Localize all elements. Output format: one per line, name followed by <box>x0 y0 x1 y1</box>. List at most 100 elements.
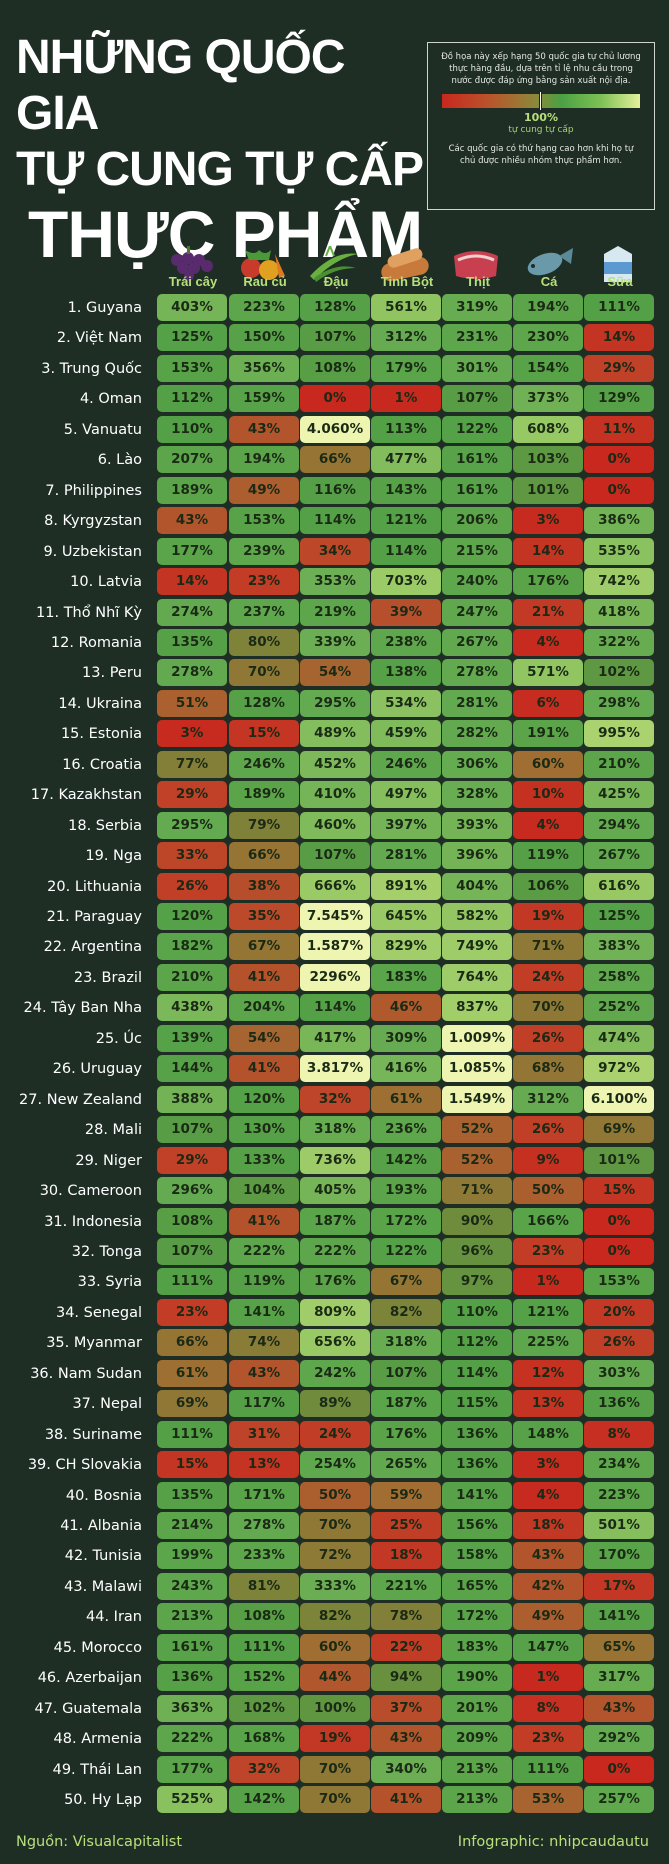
data-cell: 425% <box>584 781 654 808</box>
country-label: 37. Nepal <box>72 1396 142 1412</box>
data-cell: 38% <box>229 873 299 900</box>
data-cell: 219% <box>300 599 370 626</box>
country-label: 39. CH Slovakia <box>27 1457 142 1473</box>
data-cell: 29% <box>157 1147 227 1174</box>
data-cell: 61% <box>157 1360 227 1387</box>
data-cell: 2296% <box>300 964 370 991</box>
data-cell: 14% <box>584 324 654 351</box>
country-label: 19. Nga <box>85 848 142 864</box>
data-cell: 65% <box>584 1634 654 1661</box>
data-cell: 43% <box>371 1725 441 1752</box>
data-cell: 386% <box>584 507 654 534</box>
data-cell: 210% <box>157 964 227 991</box>
data-cell: 142% <box>229 1786 299 1813</box>
data-cell: 837% <box>442 994 512 1021</box>
data-cell: 278% <box>442 659 512 686</box>
data-cell: 107% <box>157 1238 227 1265</box>
data-cell: 535% <box>584 538 654 565</box>
country-label: 21. Paraguay <box>46 909 142 925</box>
data-cell: 388% <box>157 1086 227 1113</box>
data-cell: 101% <box>513 477 583 504</box>
data-cell: 176% <box>300 1268 370 1295</box>
data-cell: 21% <box>513 599 583 626</box>
data-cell: 114% <box>300 507 370 534</box>
data-cell: 339% <box>300 629 370 656</box>
data-cell: 70% <box>300 1786 370 1813</box>
data-cell: 24% <box>300 1421 370 1448</box>
country-label: 38. Suriname <box>44 1427 142 1443</box>
data-cell: 3% <box>513 507 583 534</box>
data-cell: 120% <box>157 903 227 930</box>
data-cell: 1% <box>513 1664 583 1691</box>
data-cell: 11% <box>584 416 654 443</box>
data-cell: 136% <box>584 1390 654 1417</box>
data-cell: 19% <box>513 903 583 930</box>
data-cell: 393% <box>442 812 512 839</box>
data-cell: 204% <box>229 994 299 1021</box>
data-cell: 1.009% <box>442 1025 512 1052</box>
data-cell: 59% <box>371 1482 441 1509</box>
data-cell: 13% <box>513 1390 583 1417</box>
country-label: 20. Lithuania <box>47 879 142 895</box>
country-label: 43. Malawi <box>64 1579 142 1595</box>
data-cell: 130% <box>229 1116 299 1143</box>
data-cell: 749% <box>442 933 512 960</box>
data-cell: 112% <box>157 385 227 412</box>
data-cell: 14% <box>513 538 583 565</box>
data-cell: 161% <box>157 1634 227 1661</box>
data-cell: 15% <box>157 1451 227 1478</box>
data-cell: 110% <box>442 1299 512 1326</box>
data-cell: 66% <box>157 1329 227 1356</box>
data-cell: 68% <box>513 1055 583 1082</box>
data-cell: 312% <box>371 324 441 351</box>
data-cell: 182% <box>157 933 227 960</box>
data-cell: 8% <box>584 1421 654 1448</box>
data-cell: 1% <box>371 385 441 412</box>
data-cell: 168% <box>229 1725 299 1752</box>
data-cell: 452% <box>300 751 370 778</box>
data-cell: 66% <box>229 842 299 869</box>
data-cell: 742% <box>584 568 654 595</box>
data-cell: 78% <box>371 1603 441 1630</box>
country-label: 3. Trung Quốc <box>41 361 142 377</box>
data-cell: 121% <box>371 507 441 534</box>
data-cell: 187% <box>371 1390 441 1417</box>
data-cell: 312% <box>513 1086 583 1113</box>
infographic-credit: Infographic: nhipcaudautu <box>457 1834 649 1850</box>
data-cell: 318% <box>300 1116 370 1143</box>
data-cell: 438% <box>157 994 227 1021</box>
data-cell: 135% <box>157 629 227 656</box>
data-cell: 108% <box>229 1603 299 1630</box>
title-line-2: TỰ CUNG TỰ CẤP <box>16 143 424 196</box>
data-cell: 67% <box>371 1268 441 1295</box>
data-cell: 296% <box>157 1177 227 1204</box>
data-cell: 0% <box>300 385 370 412</box>
data-cell: 477% <box>371 446 441 473</box>
data-cell: 179% <box>371 355 441 382</box>
data-cell: 102% <box>584 659 654 686</box>
data-cell: 0% <box>584 446 654 473</box>
data-cell: 18% <box>371 1542 441 1569</box>
data-cell: 3% <box>157 720 227 747</box>
data-cell: 257% <box>584 1786 654 1813</box>
column-header: Sữa <box>607 274 633 289</box>
data-cell: 46% <box>371 994 441 1021</box>
data-cell: 43% <box>157 507 227 534</box>
data-cell: 35% <box>229 903 299 930</box>
data-cell: 26% <box>157 873 227 900</box>
data-cell: 113% <box>371 416 441 443</box>
data-cell: 3% <box>513 1451 583 1478</box>
data-cell: 43% <box>513 1542 583 1569</box>
data-cell: 70% <box>300 1756 370 1783</box>
data-cell: 201% <box>442 1695 512 1722</box>
data-cell: 66% <box>300 446 370 473</box>
data-cell: 117% <box>229 1390 299 1417</box>
data-cell: 177% <box>157 538 227 565</box>
country-label: 14. Ukraina <box>58 696 142 712</box>
data-cell: 14% <box>157 568 227 595</box>
country-label: 8. Kyrgyzstan <box>44 513 142 529</box>
meat-icon <box>454 251 498 279</box>
data-cell: 70% <box>300 1512 370 1539</box>
data-cell: 96% <box>442 1238 512 1265</box>
data-cell: 103% <box>513 446 583 473</box>
